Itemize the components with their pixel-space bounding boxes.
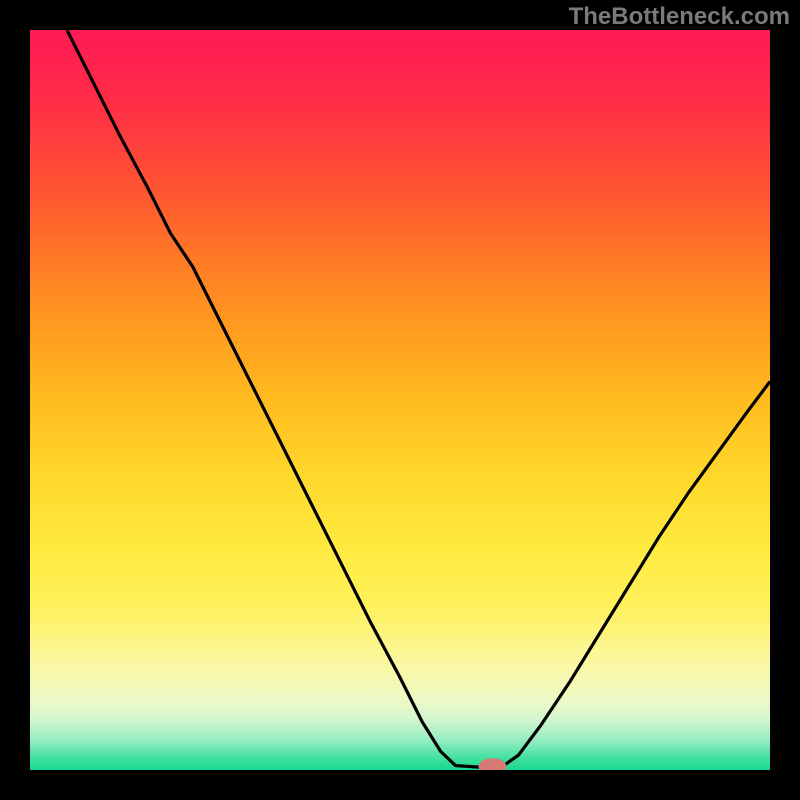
bottleneck-chart: TheBottleneck.com [0,0,800,800]
watermark: TheBottleneck.com [569,3,790,30]
chart-svg: TheBottleneck.com [0,0,800,800]
gradient-background [30,30,770,770]
